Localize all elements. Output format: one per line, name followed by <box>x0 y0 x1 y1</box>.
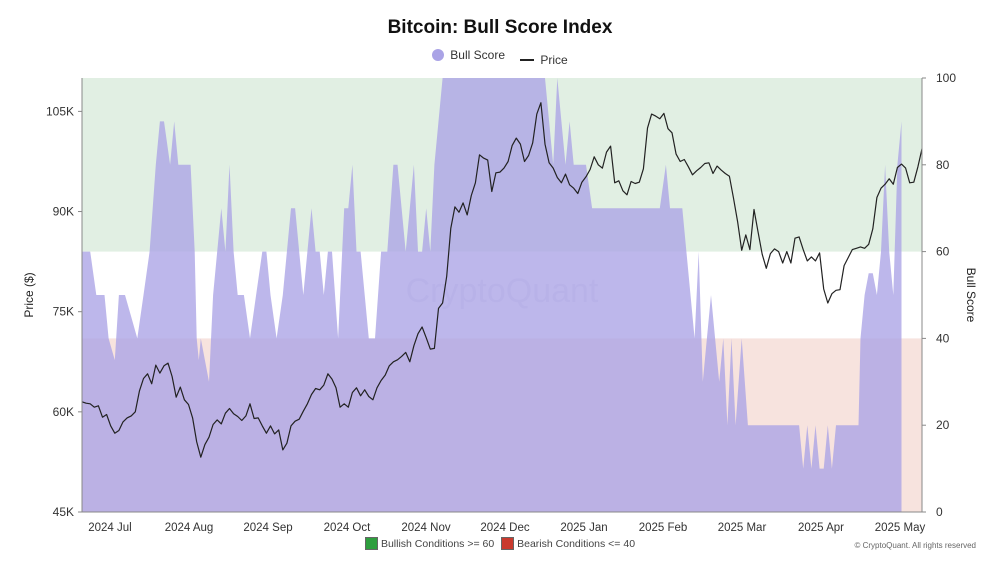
right-tick-label: 80 <box>936 158 950 172</box>
right-tick-label: 0 <box>936 505 943 519</box>
x-tick-label: 2025 Mar <box>718 522 767 534</box>
x-tick-label: 2024 Jul <box>88 522 131 534</box>
x-tick-label: 2024 Nov <box>401 522 450 534</box>
right-tick-label: 20 <box>936 418 950 432</box>
conditions-legend: Bullish Conditions >= 60 Bearish Conditi… <box>0 537 1000 553</box>
price-line <box>81 102 923 458</box>
right-tick-label: 60 <box>936 245 950 259</box>
left-tick-label: 75K <box>53 305 74 319</box>
left-tick-label: 90K <box>53 205 74 219</box>
chart-title: Bitcoin: Bull Score Index <box>387 17 613 38</box>
right-tick-label: 100 <box>936 71 956 85</box>
price-swatch <box>520 59 535 61</box>
right-tick-label: 40 <box>936 331 950 345</box>
x-tick-label: 2024 Dec <box>480 522 529 534</box>
y-axis-label-left: Price ($) <box>22 272 36 317</box>
bullish-label: Bullish Conditions >= 60 <box>380 537 495 550</box>
legend-item-bull-score[interactable]: Bull Score <box>432 48 505 62</box>
x-tick-label: 2025 Apr <box>798 522 844 534</box>
bullish-swatch <box>364 537 378 550</box>
left-tick-label: 60K <box>53 405 74 419</box>
bearish-swatch <box>501 537 515 550</box>
x-tick-label: 2025 May <box>875 522 926 534</box>
bull-score-swatch <box>432 49 445 61</box>
legend-item-price[interactable]: Price <box>520 53 568 67</box>
x-tick-label: 2024 Sep <box>243 522 292 534</box>
copyright-notice: © CryptoQuant. All rights reserved <box>854 541 977 550</box>
chart-legend: Bull Score Price <box>0 48 1000 67</box>
x-tick-label: 2024 Aug <box>165 522 214 534</box>
y-axis-label-right: Bull Score <box>964 268 978 323</box>
bearish-label: Bearish Conditions <= 40 <box>517 537 636 550</box>
left-tick-label: 105K <box>46 104 74 118</box>
bull-score-area <box>82 78 902 512</box>
x-tick-label: 2025 Feb <box>639 522 688 534</box>
x-tick-label: 2025 Jan <box>560 522 607 534</box>
bearish-legend-item: Bearish Conditions <= 40 <box>501 537 635 550</box>
legend-label-bull-score: Bull Score <box>450 48 505 62</box>
x-tick-label: 2024 Oct <box>324 522 371 534</box>
left-tick-label: 45K <box>53 505 74 519</box>
bullish-legend-item: Bullish Conditions >= 60 <box>364 537 495 550</box>
legend-label-price: Price <box>540 53 568 67</box>
